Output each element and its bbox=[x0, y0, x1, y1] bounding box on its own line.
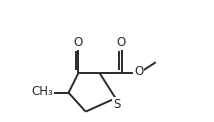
Text: O: O bbox=[116, 36, 126, 49]
Text: O: O bbox=[134, 65, 143, 78]
Text: O: O bbox=[73, 36, 82, 49]
Text: CH₃: CH₃ bbox=[32, 85, 53, 98]
Text: S: S bbox=[113, 98, 120, 111]
